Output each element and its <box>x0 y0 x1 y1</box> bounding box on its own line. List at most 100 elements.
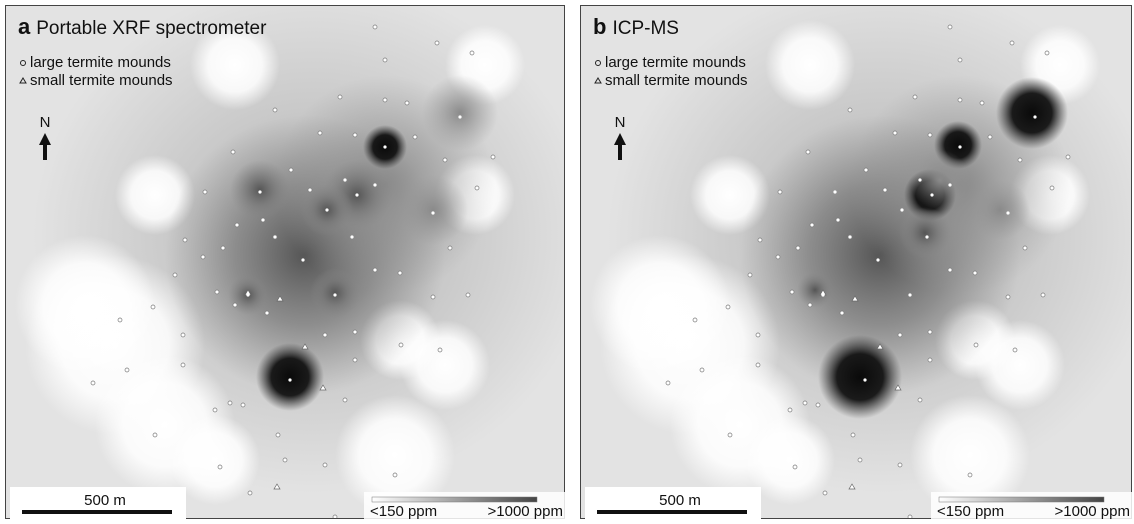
large-mound <box>795 245 801 251</box>
concentration-area <box>256 343 324 411</box>
concentration-area <box>797 272 833 308</box>
legend-symbol <box>19 77 27 84</box>
large-mound <box>882 187 888 193</box>
large-mound <box>150 304 156 310</box>
large-mound <box>152 432 158 438</box>
colorbar-max: >1000 ppm <box>488 503 563 520</box>
large-mound <box>1065 154 1071 160</box>
large-mound <box>927 357 933 363</box>
large-mound <box>180 332 186 338</box>
large-mound <box>775 254 781 260</box>
mound-center <box>925 235 929 239</box>
large-mound <box>288 167 294 173</box>
large-mound <box>665 380 671 386</box>
large-mound <box>822 490 828 496</box>
mound-center <box>876 258 880 262</box>
mound-center <box>333 293 337 297</box>
large-mound <box>805 149 811 155</box>
large-mound <box>404 100 410 106</box>
large-mound <box>234 222 240 228</box>
large-mound <box>917 397 923 403</box>
low-area <box>745 415 835 505</box>
large-mound <box>392 472 398 478</box>
large-mound <box>275 432 281 438</box>
small-mound <box>276 295 284 302</box>
large-mound <box>727 432 733 438</box>
small-mound <box>319 384 327 391</box>
large-mound <box>172 272 178 278</box>
large-mound <box>227 400 233 406</box>
colorbar-min: <150 ppm <box>370 503 437 520</box>
large-mound <box>442 157 448 163</box>
low-area <box>765 20 855 110</box>
large-mound <box>282 457 288 463</box>
colorbar-box <box>931 492 1132 519</box>
large-mound <box>892 130 898 136</box>
large-mound <box>957 97 963 103</box>
large-mound <box>847 107 853 113</box>
panel-title: b ICP-MS <box>593 14 679 39</box>
large-mound <box>692 317 698 323</box>
mound-center <box>343 178 347 182</box>
large-mound <box>789 289 795 295</box>
panel-label: b <box>593 14 606 39</box>
large-mound <box>437 347 443 353</box>
large-mound <box>434 40 440 46</box>
large-mound <box>202 189 208 195</box>
mound-center <box>246 293 250 297</box>
mound-center <box>1033 115 1037 119</box>
small-mound <box>894 384 902 391</box>
large-mound <box>1009 40 1015 46</box>
large-mound <box>1005 294 1011 300</box>
low-area <box>170 415 260 505</box>
large-mound <box>332 514 338 519</box>
concentration-area <box>422 75 498 151</box>
large-mound <box>1040 292 1046 298</box>
large-mound <box>725 304 731 310</box>
concentration-area <box>970 180 1030 240</box>
large-mound <box>927 329 933 335</box>
panel-label: a <box>18 14 31 39</box>
legend-label: small termite mounds <box>30 72 173 89</box>
panel-title-text: Portable XRF spectrometer <box>36 18 267 39</box>
legend-symbol <box>595 60 601 66</box>
mound-center <box>431 211 435 215</box>
large-mound <box>212 407 218 413</box>
scale-bar <box>597 510 747 514</box>
large-mound <box>307 187 313 193</box>
mound-center <box>458 115 462 119</box>
large-mound <box>182 237 188 243</box>
mound-center <box>258 190 262 194</box>
legend-symbol <box>594 77 602 84</box>
large-mound <box>474 185 480 191</box>
mound-center <box>930 193 934 197</box>
large-mound <box>337 94 343 100</box>
large-mound <box>947 267 953 273</box>
mound-center <box>833 190 837 194</box>
mound-center <box>350 235 354 239</box>
large-mound <box>787 407 793 413</box>
large-mound <box>322 332 328 338</box>
mound-center <box>301 258 305 262</box>
concentration-area <box>996 77 1068 149</box>
low-area <box>910 395 1030 515</box>
large-mound <box>979 100 985 106</box>
mound-center <box>958 145 962 149</box>
concentration-area <box>899 207 951 259</box>
low-area <box>335 395 455 515</box>
mound-center <box>863 378 867 382</box>
panel-title: a Portable XRF spectrometer <box>18 14 267 39</box>
large-mound <box>807 302 813 308</box>
concentration-area <box>398 175 468 245</box>
large-mound <box>757 237 763 243</box>
large-mound <box>264 310 270 316</box>
concentration-area <box>818 335 902 419</box>
large-mound <box>124 367 130 373</box>
mound-center <box>325 208 329 212</box>
large-mound <box>382 97 388 103</box>
mound-center <box>918 178 922 182</box>
large-mound <box>847 234 853 240</box>
large-mound <box>372 267 378 273</box>
large-mound <box>342 397 348 403</box>
